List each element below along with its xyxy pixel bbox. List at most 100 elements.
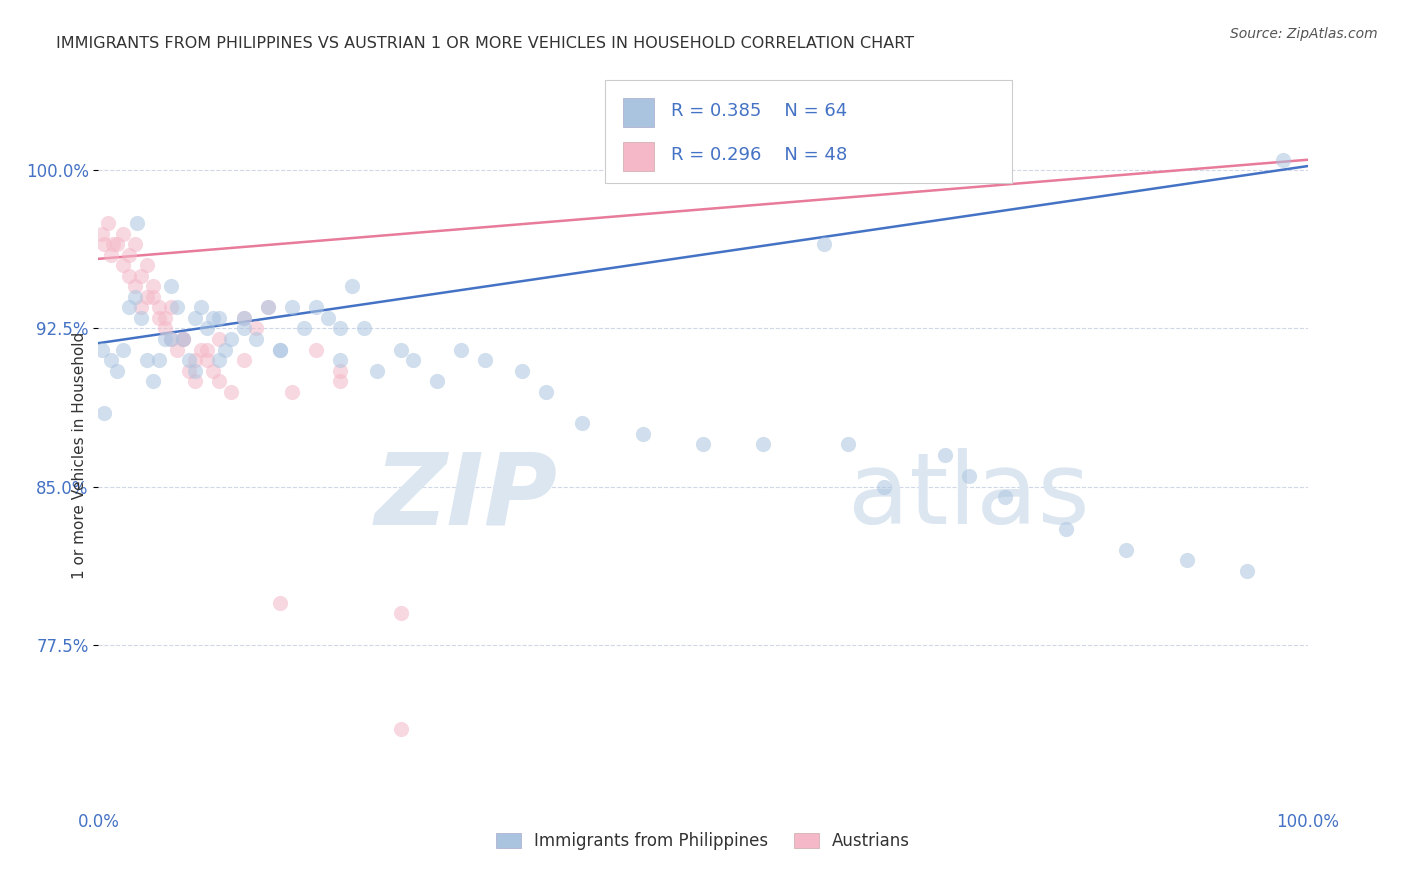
Point — [994, 490, 1017, 504]
Point — [135, 258, 157, 272]
Point — [195, 343, 218, 357]
Point — [124, 279, 146, 293]
Point — [118, 247, 141, 261]
Point — [342, 279, 364, 293]
Point — [353, 321, 375, 335]
Point — [93, 406, 115, 420]
Point — [1236, 564, 1258, 578]
Point — [631, 426, 654, 441]
Point — [510, 363, 533, 377]
Point — [934, 448, 956, 462]
Point — [184, 310, 207, 325]
Point — [232, 321, 254, 335]
Legend: Immigrants from Philippines, Austrians: Immigrants from Philippines, Austrians — [489, 826, 917, 857]
Point — [692, 437, 714, 451]
Point — [534, 384, 557, 399]
Point — [105, 237, 128, 252]
Point — [256, 301, 278, 315]
Point — [160, 279, 183, 293]
Point — [316, 310, 339, 325]
Point — [571, 417, 593, 431]
Point — [129, 310, 152, 325]
Point — [142, 279, 165, 293]
Point — [329, 321, 352, 335]
Point — [91, 227, 114, 241]
Point — [366, 363, 388, 377]
Point — [232, 310, 254, 325]
Point — [1054, 522, 1077, 536]
Point — [127, 216, 149, 230]
Point — [124, 237, 146, 252]
Point — [232, 353, 254, 368]
Point — [305, 343, 328, 357]
Point — [148, 310, 170, 325]
Point — [281, 301, 304, 315]
Point — [190, 301, 212, 315]
Point — [450, 343, 472, 357]
Point — [91, 343, 114, 357]
Point — [172, 332, 194, 346]
Point — [269, 343, 291, 357]
Point — [208, 332, 231, 346]
Point — [221, 384, 243, 399]
Point — [160, 332, 183, 346]
Point — [111, 343, 134, 357]
Point — [135, 353, 157, 368]
Point — [190, 343, 212, 357]
Point — [245, 332, 267, 346]
Point — [172, 332, 194, 346]
Point — [474, 353, 496, 368]
Point — [160, 332, 183, 346]
Point — [101, 237, 124, 252]
Point — [389, 722, 412, 736]
Point — [221, 332, 243, 346]
Point — [93, 237, 115, 252]
Point — [837, 437, 859, 451]
Text: R = 0.385    N = 64: R = 0.385 N = 64 — [671, 102, 846, 120]
Point — [124, 290, 146, 304]
Point — [245, 321, 267, 335]
Text: ZIP: ZIP — [375, 448, 558, 545]
Point — [208, 353, 231, 368]
Point — [214, 343, 236, 357]
Text: atlas: atlas — [848, 448, 1090, 545]
Point — [129, 268, 152, 283]
Point — [269, 595, 291, 609]
Point — [166, 343, 188, 357]
Point — [232, 310, 254, 325]
Point — [389, 606, 412, 620]
Point — [202, 363, 225, 377]
Point — [129, 301, 152, 315]
Point — [135, 290, 157, 304]
Point — [184, 374, 207, 388]
Point — [426, 374, 449, 388]
Point — [184, 363, 207, 377]
Point — [1115, 542, 1137, 557]
Point — [100, 353, 122, 368]
Point — [105, 363, 128, 377]
Point — [142, 290, 165, 304]
Point — [208, 374, 231, 388]
Point — [118, 301, 141, 315]
Point — [256, 301, 278, 315]
Point — [269, 343, 291, 357]
Point — [202, 310, 225, 325]
Point — [111, 258, 134, 272]
Point — [179, 353, 201, 368]
Point — [195, 321, 218, 335]
Text: R = 0.296    N = 48: R = 0.296 N = 48 — [671, 146, 846, 164]
Point — [142, 374, 165, 388]
Point — [97, 216, 120, 230]
Point — [172, 332, 194, 346]
Point — [329, 353, 352, 368]
Point — [153, 321, 176, 335]
Point — [160, 301, 183, 315]
Point — [111, 227, 134, 241]
Point — [402, 353, 425, 368]
Point — [329, 374, 352, 388]
Point — [184, 353, 207, 368]
Point — [1175, 553, 1198, 567]
Text: Source: ZipAtlas.com: Source: ZipAtlas.com — [1230, 27, 1378, 41]
Point — [281, 384, 304, 399]
Point — [195, 353, 218, 368]
